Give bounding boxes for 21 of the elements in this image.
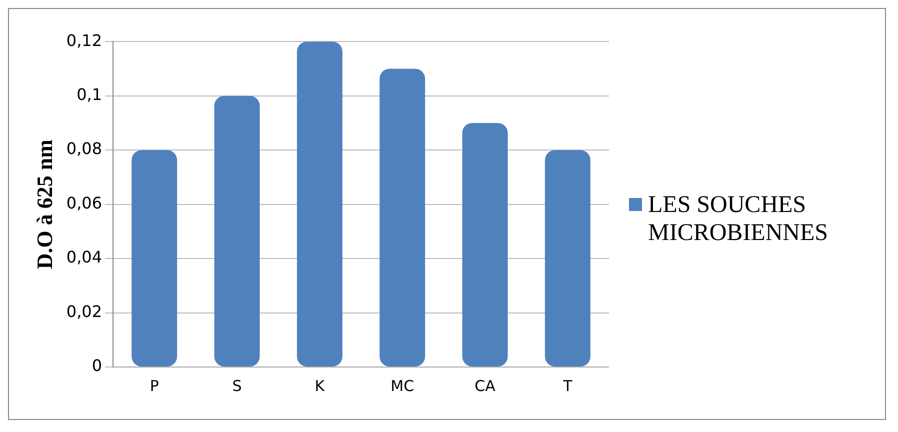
y-tick-label: 0,08 bbox=[66, 139, 102, 158]
bar bbox=[380, 68, 426, 366]
bar bbox=[296, 42, 342, 366]
x-tick-label: P bbox=[150, 376, 159, 395]
bar bbox=[462, 122, 508, 366]
y-tick-label: 0,02 bbox=[66, 302, 102, 321]
y-tick-label: 0,06 bbox=[66, 193, 102, 212]
bar bbox=[132, 150, 178, 366]
x-tick-label: T bbox=[562, 376, 574, 395]
x-tick-label: CA bbox=[474, 376, 496, 395]
legend-label: LES SOUCHES MICROBIENNES bbox=[648, 191, 830, 247]
y-tick-label: 0,04 bbox=[66, 248, 102, 267]
bar bbox=[544, 150, 590, 366]
y-tick-label: 0 bbox=[92, 356, 102, 376]
y-tick-label: 0,1 bbox=[76, 84, 102, 104]
x-tick-label: MC bbox=[390, 376, 414, 395]
bar bbox=[214, 96, 260, 366]
x-tick-label: K bbox=[314, 376, 326, 395]
y-axis-title: D.O à 625 nm bbox=[32, 140, 57, 270]
x-tick-label: S bbox=[232, 376, 242, 395]
y-tick-label: 0,12 bbox=[66, 30, 102, 50]
